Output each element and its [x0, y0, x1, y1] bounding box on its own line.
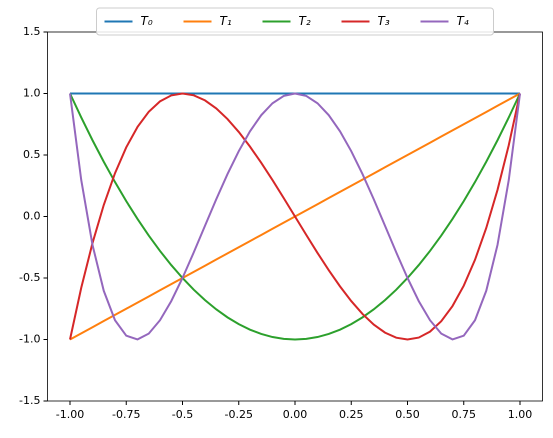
legend-label: T₀ — [141, 14, 153, 28]
x-tick-label: -0.25 — [225, 408, 253, 421]
x-tick-label: -1.00 — [56, 408, 84, 421]
y-tick-label: -1.5 — [19, 394, 40, 407]
x-tick-label: 1.00 — [508, 408, 533, 421]
y-tick-label: -0.5 — [19, 271, 40, 284]
legend-label: T₂ — [299, 14, 311, 28]
x-tick-label: -0.75 — [112, 408, 140, 421]
x-tick-label: 0.50 — [395, 408, 420, 421]
x-tick-label: 0.00 — [283, 408, 308, 421]
legend-label: T₄ — [457, 14, 469, 28]
y-tick-label: 1.5 — [23, 25, 41, 38]
y-tick-label: 0.0 — [23, 210, 41, 223]
legend-box — [96, 7, 494, 36]
series-line — [69, 92, 521, 341]
legend-label: T₁ — [220, 14, 232, 28]
y-tick-label: 0.5 — [23, 148, 41, 161]
x-tick-label: 0.25 — [339, 408, 364, 421]
x-tick-label: 0.75 — [452, 408, 477, 421]
series-line — [69, 93, 521, 341]
x-tick-label: -0.5 — [172, 408, 193, 421]
legend-label: T₃ — [378, 14, 390, 28]
series-line — [69, 92, 521, 341]
y-tick-label: 1.0 — [23, 87, 41, 100]
y-tick-label: -1.0 — [19, 333, 40, 346]
